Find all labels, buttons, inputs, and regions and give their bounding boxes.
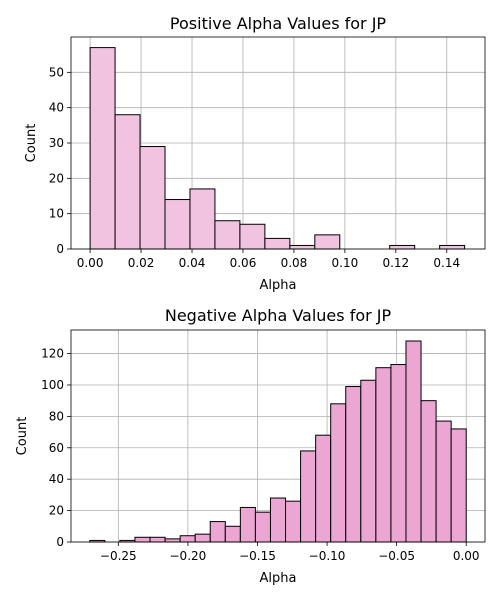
chart-title: Positive Alpha Values for JP <box>170 14 387 33</box>
histogram-bar <box>439 244 466 250</box>
histogram-bar <box>450 428 467 543</box>
histogram-bar <box>420 400 437 543</box>
y-tick-label: 20 <box>49 171 64 185</box>
x-tick-label: 0.02 <box>128 256 155 270</box>
histogram-bar <box>164 538 181 543</box>
x-tick-label: 0.04 <box>179 256 206 270</box>
y-axis-label: Count <box>24 124 39 163</box>
histogram-bar <box>214 220 241 250</box>
histogram-bar <box>315 434 332 543</box>
x-axis-label: Alpha <box>260 571 297 586</box>
histogram-bar <box>405 340 422 543</box>
x-tick-label: 0.10 <box>332 256 359 270</box>
y-tick-label: 40 <box>49 101 64 115</box>
histogram-bar <box>164 199 191 250</box>
y-tick-label: 100 <box>41 378 64 392</box>
x-tick-label: 0.14 <box>433 256 460 270</box>
x-tick-label: −0.05 <box>378 549 415 563</box>
histogram-bar <box>330 403 347 543</box>
x-tick-label: 0.00 <box>453 549 480 563</box>
histogram-bar <box>389 244 416 250</box>
x-axis-label: Alpha <box>260 278 297 293</box>
y-tick-label: 20 <box>49 504 64 518</box>
chart-panel-1: 0.00 0.02 0.04 0.06 0.08 0.10 0.12 0.14 0 10 20 30 4… <box>24 14 486 293</box>
histogram-bar <box>149 536 166 543</box>
histogram-bar <box>239 506 256 543</box>
x-tick-label: 0.06 <box>230 256 257 270</box>
histogram-bar <box>254 511 271 543</box>
y-tick-label: 10 <box>49 207 64 221</box>
histogram-bar <box>189 188 216 250</box>
x-tick-label: −0.20 <box>170 549 207 563</box>
histogram-bar <box>134 536 151 543</box>
histogram-bar <box>300 450 317 543</box>
histogram-bar <box>139 146 166 250</box>
histogram-bar <box>314 234 341 250</box>
x-tick-label: −0.10 <box>309 549 346 563</box>
y-tick-label: 30 <box>49 136 64 150</box>
histogram-bar <box>194 533 211 543</box>
y-tick-label: 50 <box>49 65 64 79</box>
histogram-bar <box>435 420 452 543</box>
histogram-bar <box>375 367 392 543</box>
histogram-bar <box>179 535 196 543</box>
histogram-bar <box>285 500 302 543</box>
histogram-bar <box>289 244 316 250</box>
histogram-bar <box>209 521 226 543</box>
x-tick-label: 0.00 <box>77 256 104 270</box>
histogram-bar <box>390 364 407 543</box>
histogram-bar <box>239 223 266 250</box>
x-tick-label: −0.15 <box>239 549 276 563</box>
histogram-bar <box>264 237 291 250</box>
histogram-bar <box>224 525 241 543</box>
x-tick-label: 0.12 <box>382 256 409 270</box>
histogram-bar <box>89 47 116 250</box>
histogram-bar <box>360 379 377 543</box>
y-tick-label: 40 <box>49 472 64 486</box>
y-axis-label: Count <box>15 417 30 456</box>
plot-frame <box>70 329 486 543</box>
y-tick-label: 0 <box>56 535 64 549</box>
chart-title: Negative Alpha Values for JP <box>165 306 392 325</box>
x-tick-label: −0.25 <box>100 549 137 563</box>
histogram-bar <box>345 386 362 543</box>
histogram-bar <box>114 114 141 250</box>
x-tick-label: 0.08 <box>281 256 308 270</box>
y-tick-label: 80 <box>49 409 64 423</box>
y-tick-label: 0 <box>56 242 64 256</box>
y-tick-label: 120 <box>41 347 64 361</box>
chart-panel-2: −0.25 −0.20 −0.15 −0.10 −0.05 0.00 0 20 40 60 80 10… <box>15 306 486 586</box>
histogram-bar <box>269 497 287 543</box>
y-tick-label: 60 <box>49 441 64 455</box>
